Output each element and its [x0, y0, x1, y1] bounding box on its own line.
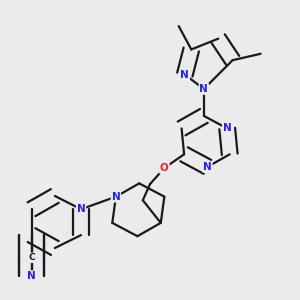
Text: C: C — [28, 253, 35, 262]
Text: O: O — [160, 163, 169, 173]
Text: N: N — [200, 84, 208, 94]
Text: N: N — [112, 192, 120, 202]
Text: N: N — [181, 70, 189, 80]
Text: N: N — [27, 272, 36, 281]
Text: N: N — [77, 204, 85, 214]
Text: N: N — [203, 162, 212, 172]
Text: N: N — [223, 124, 232, 134]
Text: N: N — [27, 272, 36, 281]
